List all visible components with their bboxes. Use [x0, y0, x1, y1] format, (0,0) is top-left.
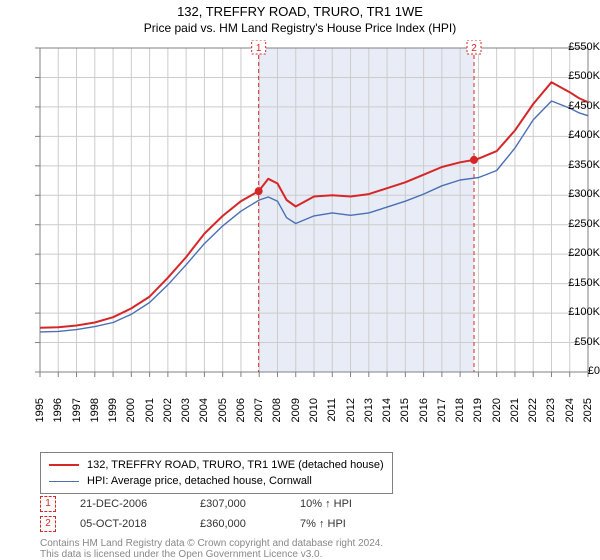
sale-price: £307,000: [200, 498, 300, 510]
x-axis-label: 2022: [527, 398, 539, 426]
y-axis-label: £0: [567, 365, 600, 377]
x-axis-label: 2001: [144, 398, 156, 426]
sale-price: £360,000: [200, 518, 300, 530]
x-axis-label: 2017: [436, 398, 448, 426]
x-axis-label: 2023: [545, 398, 557, 426]
x-axis-label: 2015: [399, 398, 411, 426]
y-axis-label: £400K: [567, 129, 600, 141]
footer-line-1: Contains HM Land Registry data © Crown c…: [40, 538, 383, 549]
svg-text:2: 2: [471, 43, 477, 54]
svg-text:1: 1: [256, 43, 262, 54]
x-axis-label: 2019: [472, 398, 484, 426]
legend-row: HPI: Average price, detached house, Corn…: [49, 473, 384, 489]
x-axis-label: 2010: [308, 398, 320, 426]
x-axis-label: 1997: [71, 398, 83, 426]
page-title: 132, TREFFRY ROAD, TRURO, TR1 1WE: [0, 4, 600, 19]
y-axis-label: £200K: [567, 247, 600, 259]
x-axis-label: 2025: [582, 398, 594, 426]
x-axis-label: 2014: [381, 398, 393, 426]
sale-row: 1 21-DEC-2006£307,00010% ↑ HPI: [40, 496, 352, 512]
y-axis-label: £500K: [567, 70, 600, 82]
legend-box: 132, TREFFRY ROAD, TRURO, TR1 1WE (detac…: [40, 452, 393, 494]
legend-swatch: [49, 464, 79, 466]
x-axis-label: 2011: [326, 398, 338, 426]
x-axis-label: 2016: [418, 398, 430, 426]
y-axis-label: £150K: [567, 277, 600, 289]
y-axis-label: £450K: [567, 100, 600, 112]
x-axis-label: 2000: [125, 398, 137, 426]
x-axis-label: 1995: [34, 398, 46, 426]
legend-label: 132, TREFFRY ROAD, TRURO, TR1 1WE (detac…: [87, 459, 384, 471]
y-axis-label: £550K: [567, 41, 600, 53]
x-axis-label: 2004: [198, 398, 210, 426]
x-axis-label: 1998: [89, 398, 101, 426]
price-chart: 1 2 £0 £50K £100K £150K £200K £250K £300K £350K £…: [0, 40, 600, 415]
sale-date: 21-DEC-2006: [80, 498, 200, 510]
x-axis-label: 2024: [564, 398, 576, 426]
x-axis-label: 2013: [363, 398, 375, 426]
sale-delta: 7% ↑ HPI: [300, 518, 346, 530]
page-subtitle: Price paid vs. HM Land Registry's House …: [0, 21, 600, 35]
x-axis-label: 2003: [180, 398, 192, 426]
x-axis-label: 2007: [253, 398, 265, 426]
x-axis-label: 1999: [107, 398, 119, 426]
sale-delta: 10% ↑ HPI: [300, 498, 352, 510]
footer-line-2: This data is licensed under the Open Gov…: [40, 549, 322, 560]
x-axis-label: 2005: [217, 398, 229, 426]
legend-row: 132, TREFFRY ROAD, TRURO, TR1 1WE (detac…: [49, 457, 384, 473]
x-axis-label: 2018: [454, 398, 466, 426]
x-axis-label: 2006: [235, 398, 247, 426]
x-axis-label: 2002: [162, 398, 174, 426]
x-axis-label: 2020: [491, 398, 503, 426]
x-axis-label: 1996: [52, 398, 64, 426]
y-axis-label: £300K: [567, 188, 600, 200]
x-axis-label: 2021: [509, 398, 521, 426]
y-axis-label: £100K: [567, 306, 600, 318]
x-axis-label: 2009: [290, 398, 302, 426]
sale-date: 05-OCT-2018: [80, 518, 200, 530]
x-axis-label: 2008: [271, 398, 283, 426]
sale-marker-icon: 1: [40, 496, 56, 512]
legend-swatch: [49, 481, 79, 482]
sale-marker-icon: 2: [40, 516, 56, 532]
legend-label: HPI: Average price, detached house, Corn…: [87, 475, 312, 487]
y-axis-label: £350K: [567, 159, 600, 171]
y-axis-label: £50K: [567, 336, 600, 348]
y-axis-label: £250K: [567, 218, 600, 230]
sale-row: 2 05-OCT-2018£360,0007% ↑ HPI: [40, 516, 346, 532]
x-axis-label: 2012: [345, 398, 357, 426]
